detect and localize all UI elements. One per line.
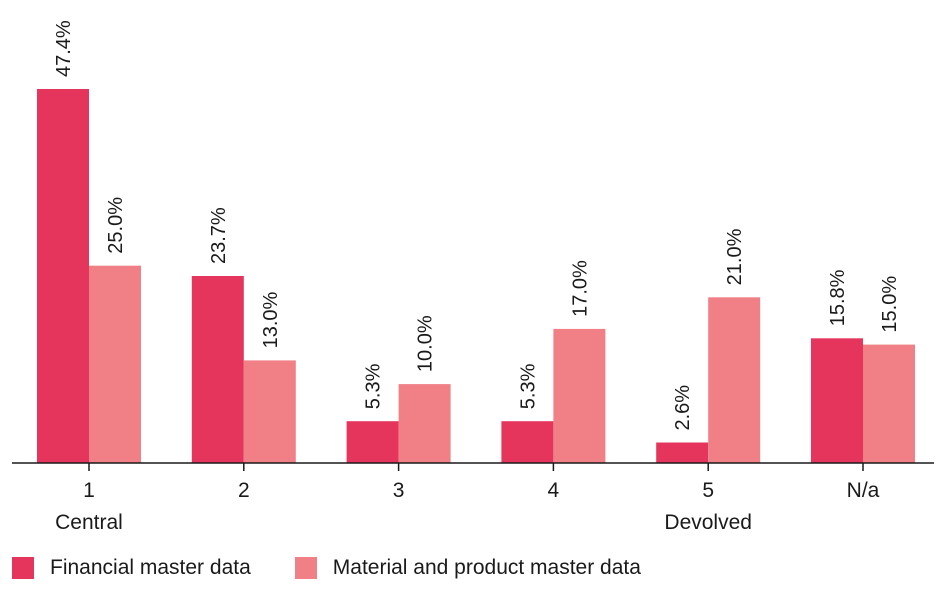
x-tick-labels: 1 Central 2 3 4 5 Devolved N/a [55, 479, 880, 534]
legend-swatch-material [294, 557, 317, 579]
x-tick-label-1: 1 [83, 479, 95, 502]
value-label-financial-master-data-1: 47.4% [53, 20, 75, 77]
bar-financial-master-data-3 [346, 421, 399, 463]
legend-label-financial: Financial master data [50, 556, 251, 579]
x-sublabel-devolved: Devolved [664, 511, 752, 534]
bar-material-and-product-master-data-n-a [863, 344, 915, 463]
x-tick-label-5: 5 [702, 479, 714, 502]
bar-material-and-product-master-data-2 [243, 360, 296, 463]
bar-material-and-product-master-data-1 [89, 265, 141, 463]
bar-financial-master-data-n-a [811, 338, 863, 463]
bars-group [37, 89, 915, 463]
legend-swatch-financial [12, 557, 34, 579]
x-tick-label-n-a: N/a [847, 479, 880, 502]
x-tick-label-2: 2 [238, 479, 250, 502]
value-label-financial-master-data-5: 2.6% [672, 385, 694, 431]
legend: Financial master data Material and produ… [12, 556, 685, 580]
legend-item-financial: Financial master data [12, 556, 251, 580]
x-sublabel-central: Central [55, 511, 123, 534]
value-label-material-and-product-master-data-5: 21.0% [724, 228, 746, 285]
value-label-material-and-product-master-data-n-a: 15.0% [879, 276, 901, 333]
value-label-financial-master-data-4: 5.3% [517, 363, 539, 409]
bar-material-and-product-master-data-4 [553, 328, 606, 463]
legend-label-material: Material and product master data [332, 556, 641, 579]
bar-material-and-product-master-data-3 [398, 384, 451, 463]
value-label-financial-master-data-2: 23.7% [208, 207, 230, 264]
x-tick-label-4: 4 [548, 479, 560, 502]
value-label-financial-master-data-n-a: 15.8% [827, 269, 849, 326]
x-axis-ticks [88, 463, 864, 471]
bar-financial-master-data-4 [501, 421, 554, 463]
legend-item-material: Material and product master data [294, 556, 641, 580]
bar-material-and-product-master-data-5 [708, 297, 761, 463]
value-labels-group: 47.4% 25.0% 23.7% 13.0% 5.3% 10.0% 5.3% 17.0% 2.… [53, 20, 901, 430]
bar-financial-master-data-1 [37, 89, 89, 463]
value-label-material-and-product-master-data-1: 25.0% [105, 197, 127, 254]
bar-chart: 47.4% 25.0% 23.7% 13.0% 5.3% 10.0% 5.3% 17.0% 2.… [12, 20, 934, 534]
value-label-material-and-product-master-data-4: 17.0% [569, 260, 591, 317]
x-tick-label-3: 3 [393, 479, 405, 502]
bar-financial-master-data-2 [191, 276, 244, 463]
bar-financial-master-data-5 [656, 442, 709, 463]
value-label-material-and-product-master-data-2: 13.0% [260, 291, 282, 348]
value-label-financial-master-data-3: 5.3% [363, 363, 385, 409]
value-label-material-and-product-master-data-3: 10.0% [415, 315, 437, 372]
